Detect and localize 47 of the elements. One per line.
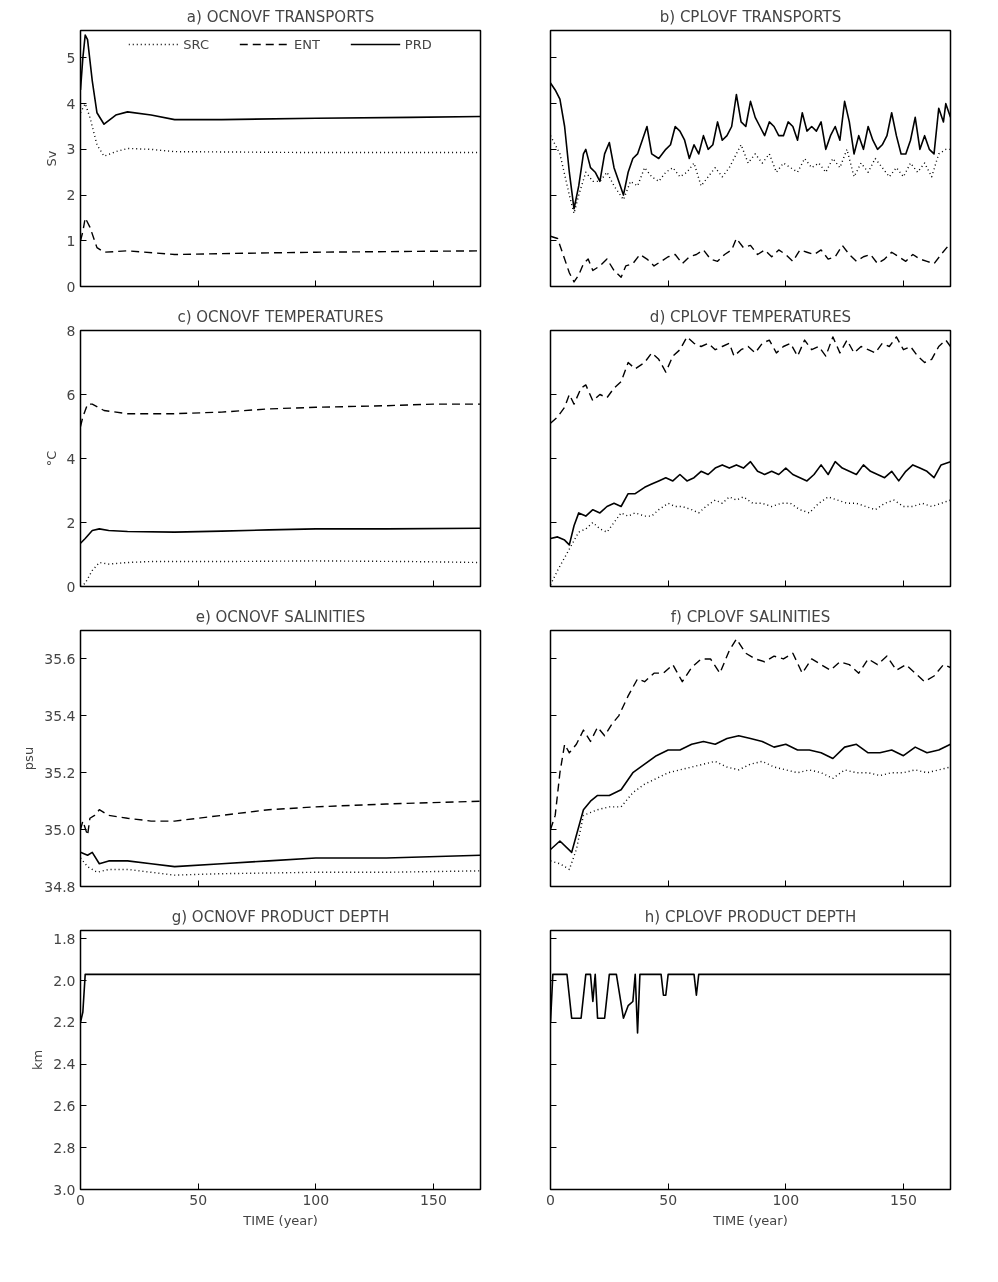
x-tick-label: 150 [420,1191,447,1208]
legend-label: ENT [293,36,320,52]
legend-label: PRD [404,36,432,52]
y-tick-label: 35.6 [44,650,76,667]
y-tick-label: 35.2 [44,764,76,781]
x-axis-title: TIME (year) [242,1212,318,1228]
chart-title: e) OCNOVF SALINITIES [195,607,366,626]
x-tick-label: 0 [546,1191,555,1208]
y-tick-label: 2.2 [53,1014,76,1031]
x-tick-label: 150 [890,1191,917,1208]
y-tick-label: 4 [66,95,76,112]
y-tick-label: 2 [66,514,76,531]
y-tick-label: 2 [66,187,76,204]
chart-title: c) OCNOVF TEMPERATURES [177,307,384,326]
y-tick-label: 3.0 [53,1181,76,1198]
chart-title: h) CPLOVF PRODUCT DEPTH [644,907,857,926]
x-axis-title: TIME (year) [712,1212,788,1228]
y-tick-label: 35.0 [44,821,76,838]
y-tick-label: 4 [66,450,76,467]
x-tick-label: 100 [302,1191,330,1208]
y-tick-label: 3 [66,141,76,158]
chart-title: b) CPLOVF TRANSPORTS [659,7,842,26]
y-tick-label: 2.0 [53,972,76,989]
y-axis-title: °C [43,450,59,467]
y-tick-label: 1.8 [53,930,76,947]
y-tick-label: 34.8 [44,878,76,895]
x-tick-label: 50 [659,1191,678,1208]
y-tick-label: 2.8 [53,1139,76,1156]
y-tick-label: 8 [66,322,76,339]
y-tick-label: 5 [66,49,76,66]
chart-title: d) CPLOVF TEMPERATURES [649,307,852,326]
y-tick-label: 2.6 [53,1097,76,1114]
y-axis-title: Sv [43,150,59,167]
y-axis-title: km [30,1049,46,1071]
chart-title: f) CPLOVF SALINITIES [670,607,831,626]
y-tick-label: 2.4 [53,1056,76,1073]
y-tick-label: 6 [66,386,76,403]
y-tick-label: 0 [66,278,76,295]
legend-label: SRC [183,36,209,52]
chart-title: a) OCNOVF TRANSPORTS [186,7,375,26]
y-tick-label: 1 [66,232,76,249]
chart-title: g) OCNOVF PRODUCT DEPTH [171,907,390,926]
y-tick-label: 0 [66,578,76,595]
x-tick-label: 50 [189,1191,208,1208]
y-tick-label: 35.4 [44,707,76,724]
y-axis-title: psu [21,746,37,771]
x-tick-label: 100 [772,1191,800,1208]
